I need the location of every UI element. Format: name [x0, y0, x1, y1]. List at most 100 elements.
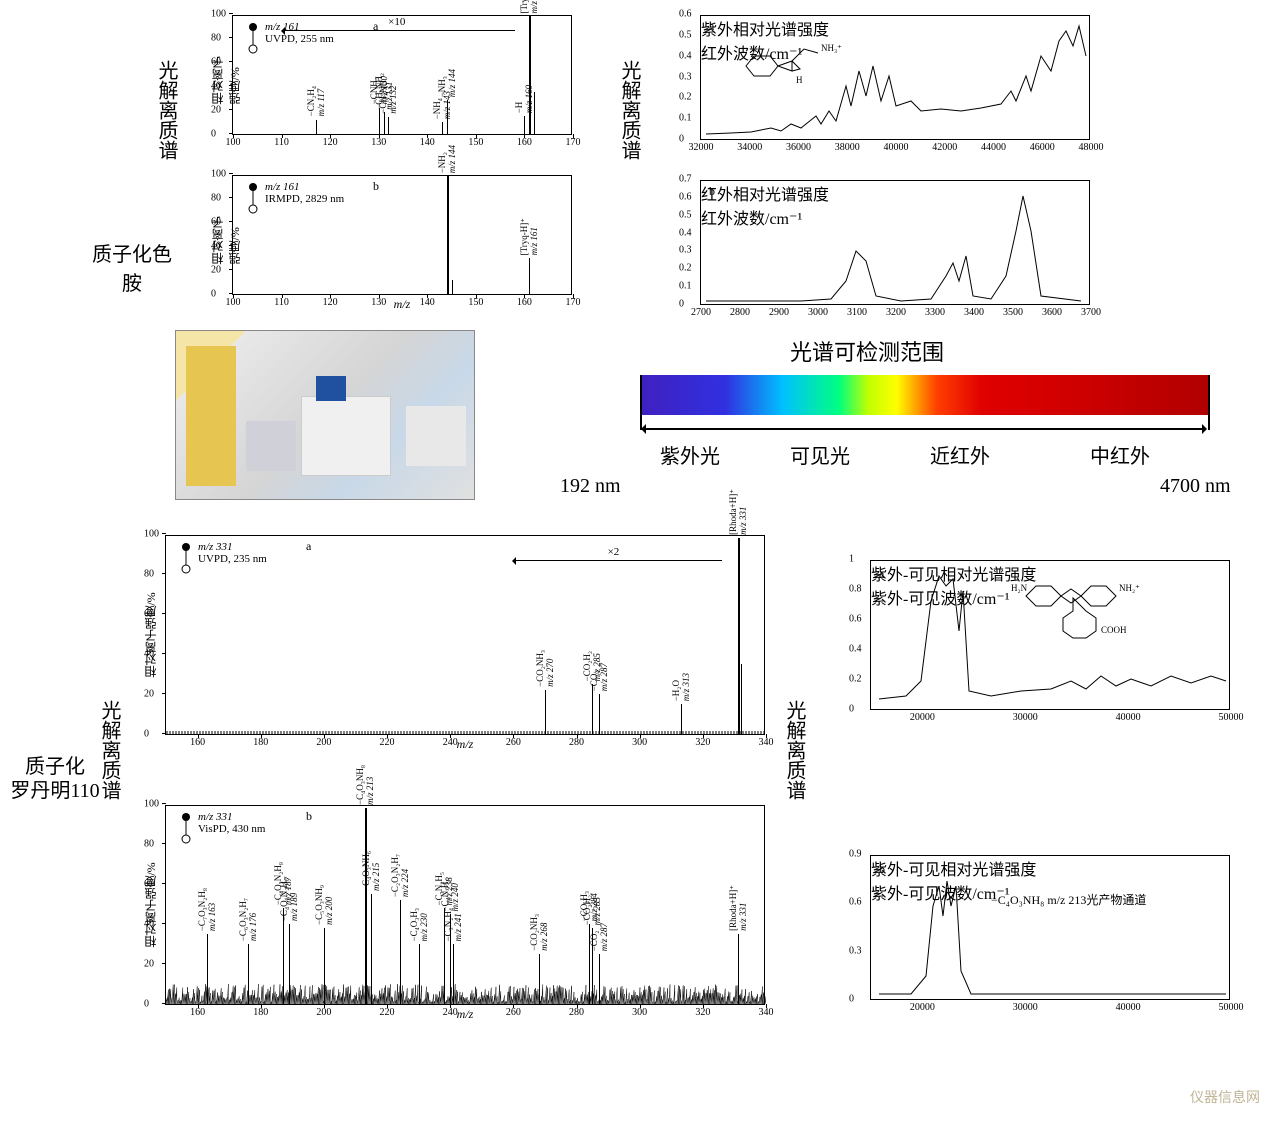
panel-tag: a: [306, 539, 311, 554]
tick-x: 120: [323, 297, 338, 308]
tick-y: 0.2: [679, 263, 692, 274]
tick-x: 220: [380, 737, 395, 748]
svg-text:COOH: COOH: [1101, 625, 1127, 635]
tick-x: 3200: [886, 307, 906, 318]
peak-bar: [524, 116, 525, 134]
peak-bar: [289, 924, 290, 1004]
tick-y: 100: [211, 9, 226, 20]
tick-x: 170: [566, 297, 581, 308]
peak-label: −CO₂m/z 287: [589, 663, 609, 691]
tick-y: 0.2: [679, 92, 692, 103]
peak-bar: [529, 258, 530, 294]
tick-x: 3600: [1042, 307, 1062, 318]
peak-bar: [681, 704, 682, 734]
tick-x: 3300: [925, 307, 945, 318]
peak-bar: [442, 122, 443, 134]
tick-x: 3500: [1003, 307, 1023, 318]
peak-label: −NH₃m/z 144: [437, 69, 457, 97]
tick-y: 0.1: [679, 113, 692, 124]
xaxis-label: m/z: [457, 737, 474, 752]
peak-bar: [447, 176, 449, 294]
panel-tag: a: [709, 19, 714, 34]
label-tryptamine: 质子化色胺: [92, 238, 172, 296]
peak-label: −C₃N₂H₄m/z 241: [443, 908, 463, 942]
tick-x: 280: [569, 1007, 584, 1018]
tick-x: 110: [274, 297, 289, 308]
tick-y: 80: [144, 569, 154, 580]
spectrum-start-line: [640, 375, 642, 430]
peak-label: −CO₂NH₃m/z 268: [529, 914, 549, 951]
tick-x: 50000: [1219, 1002, 1244, 1013]
peak-bar: [388, 117, 389, 134]
spec-panel-ir: 红外相对光谱强度 红外波数/cm⁻¹ b 2700280029003000310…: [700, 180, 1090, 305]
tick-y: 0: [211, 129, 216, 140]
svg-text:H: H: [796, 75, 803, 85]
method-label: m/z 331VisPD, 430 nm: [198, 811, 266, 835]
peak-label: −C₆O₃N₂H₇m/z 176: [238, 898, 258, 941]
tick-y: 60: [211, 217, 221, 228]
tick-x: 340: [759, 737, 774, 748]
tick-x: 20000: [910, 712, 935, 723]
tick-y: 0.1: [679, 281, 692, 292]
tick-x: 46000: [1030, 142, 1055, 153]
svg-text:H₂N: H₂N: [1011, 583, 1028, 593]
tick-y: 100: [211, 169, 226, 180]
peak-bar: [452, 280, 453, 294]
peak-label: −C₄O₃NH₆m/z 215: [361, 851, 381, 891]
peak-bar: [534, 92, 535, 134]
tick-x: 150: [468, 137, 483, 148]
panel-tag: b: [373, 179, 379, 194]
tick-y: 0.6: [679, 9, 692, 20]
peak-label: −C₄NₓHₓm/z 240: [440, 879, 460, 911]
middle-row: 光谱可检测范围 紫外光 可见光 近红外 中红外 192 nm 4700 nm: [0, 330, 1280, 510]
tick-x: 30000: [1013, 1002, 1038, 1013]
peak-label: −H₂Om/z 313: [671, 673, 691, 701]
peak-bar: [384, 112, 385, 134]
tick-y: 0.8: [849, 584, 862, 595]
tick-x: 170: [566, 137, 581, 148]
tick-x: 2700: [691, 307, 711, 318]
ms-panel-bot-a: 相对离子强度/% m/z 160180200220240260280300320…: [165, 535, 765, 735]
panel-tag: a: [879, 567, 884, 582]
spectrum-end-line: [1208, 375, 1210, 430]
peak-bar: [400, 900, 401, 1004]
annotation-213: −C₄O₃NH₈ m/z 213光产物通道: [991, 891, 1146, 908]
peak-bar: [453, 944, 454, 1004]
tick-y: 0.3: [849, 945, 862, 956]
peak-label: −C₄O₃N₂H₆m/z 189: [279, 878, 299, 921]
panel-tag: b: [879, 862, 885, 877]
tick-x: 2900: [769, 307, 789, 318]
peak-label: −C₄O₃NH₈m/z 213: [355, 765, 375, 805]
label-visible: 可见光: [790, 440, 850, 469]
tick-y: 100: [144, 799, 159, 810]
peak-bar: [316, 120, 317, 134]
peak-bar: [738, 934, 739, 1004]
tick-y: 0.4: [679, 227, 692, 238]
tick-x: 44000: [981, 142, 1006, 153]
peak-bar: [738, 538, 740, 734]
yaxis-label: 相对离子强度/%: [142, 592, 159, 677]
tick-y: 0.4: [849, 644, 862, 655]
ir-curve: [701, 181, 1091, 306]
panel-tag: b: [709, 184, 715, 199]
peak-label: −CO₂m/z 287: [589, 923, 609, 951]
peak-bar: [599, 954, 600, 1004]
svg-text:NH₃⁺: NH₃⁺: [821, 43, 842, 53]
tick-x: 38000: [835, 142, 860, 153]
tick-x: 240: [443, 737, 458, 748]
tick-y: 40: [144, 919, 154, 930]
tick-x: 40000: [1116, 712, 1141, 723]
tick-x: 140: [420, 137, 435, 148]
yaxis-label: 相对离子强度/%: [209, 46, 243, 105]
peak-bar: [283, 908, 284, 1004]
tick-x: 140: [420, 297, 435, 308]
tick-x: 200: [316, 1007, 331, 1018]
tick-y: 0.5: [679, 29, 692, 40]
panel-tag: a: [373, 19, 378, 34]
tick-y: 0: [144, 999, 149, 1010]
peak-bar: [592, 684, 593, 734]
tick-y: 60: [144, 609, 154, 620]
watermark: 仪器信息网: [1190, 1087, 1260, 1107]
tick-x: 3700: [1081, 307, 1101, 318]
tick-y: 0: [211, 289, 216, 300]
